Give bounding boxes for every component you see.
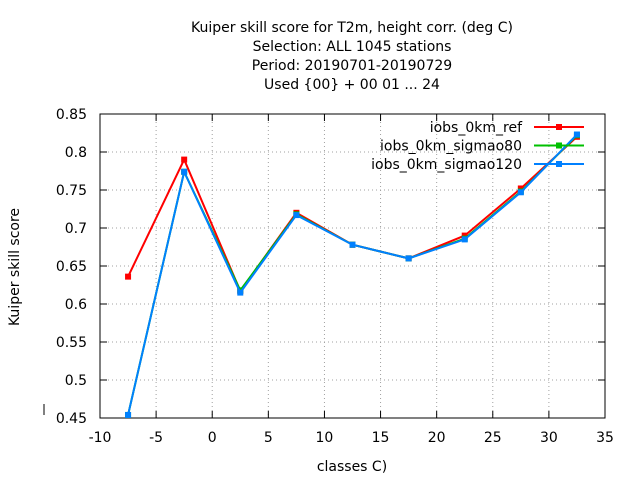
x-tick-label: 30 <box>540 430 558 446</box>
x-tick-label: 5 <box>264 430 273 446</box>
data-point <box>573 131 580 138</box>
y-tick-label: 0.75 <box>56 183 87 199</box>
x-tick-label: 35 <box>596 430 614 446</box>
data-point <box>517 185 524 192</box>
legend-label: iobs_0km_ref <box>430 120 523 136</box>
data-point <box>125 411 132 418</box>
title-line-3: Period: 20190701-20190729 <box>252 58 452 74</box>
data-point <box>349 241 356 248</box>
data-point <box>461 236 468 243</box>
data-point <box>461 232 468 239</box>
legend-label: iobs_0km_sigmao120 <box>371 157 522 173</box>
y-tick-labels: 0.45 0.5 0.55 0.6 0.65 0.7 0.75 0.8 0.85 <box>56 107 87 427</box>
series-iobs_0km_sigmao80 <box>125 132 580 418</box>
data-point <box>405 255 412 262</box>
x-tick-label: -10 <box>89 430 112 446</box>
legend-label: iobs_0km_sigmao80 <box>380 139 522 155</box>
x-tick-label: 25 <box>484 430 502 446</box>
ticks <box>99 113 606 419</box>
legend-swatch-marker <box>556 124 562 130</box>
title-line-1: Kuiper skill score for T2m, height corr.… <box>191 20 513 36</box>
data-point <box>181 168 188 175</box>
legend-swatch-marker <box>556 161 562 167</box>
y-tick-label: 0.8 <box>65 145 87 161</box>
x-tick-label: 20 <box>428 430 446 446</box>
series-line <box>127 133 578 416</box>
y-tick-label: 0.65 <box>56 259 87 275</box>
y-tick-label: 0.7 <box>65 221 87 237</box>
y-tick-label: 0.55 <box>56 335 87 351</box>
legend: iobs_0km_ref iobs_0km_sigmao80 iobs_0km_si… <box>371 120 584 173</box>
x-tick-label: 10 <box>316 430 334 446</box>
x-tick-label: -5 <box>149 430 163 446</box>
series <box>125 131 580 418</box>
x-tick-label: 0 <box>208 430 217 446</box>
x-axis-label: classes C) <box>317 459 387 475</box>
title-line-4: Used {00} + 00 01 ... 24 <box>264 77 440 93</box>
y-axis-label: Kuiper skill score <box>7 208 23 326</box>
y-tick-label: 0.6 <box>65 297 87 313</box>
chart-title: Kuiper skill score for T2m, height corr.… <box>191 20 513 93</box>
grid <box>100 114 605 418</box>
x-tick-labels: -10 -5 0 5 10 15 20 25 30 35 <box>89 430 614 446</box>
y-tick-label: 0.5 <box>65 373 87 389</box>
data-point <box>517 189 524 196</box>
legend-item: iobs_0km_ref <box>430 120 584 136</box>
x-tick-label: 15 <box>372 430 390 446</box>
data-point <box>125 273 132 280</box>
y-tick-label: 0.85 <box>56 107 87 123</box>
legend-item: iobs_0km_sigmao120 <box>371 157 584 173</box>
legend-item: iobs_0km_sigmao80 <box>380 139 584 155</box>
data-point <box>237 289 244 296</box>
data-point <box>181 156 188 163</box>
series-iobs_0km_sigmao120 <box>125 131 580 418</box>
title-line-2: Selection: ALL 1045 stations <box>253 39 452 55</box>
series-line <box>127 134 578 416</box>
y-tick-label: 0.45 <box>56 411 87 427</box>
legend-swatch-marker <box>556 142 562 149</box>
data-point <box>293 212 300 219</box>
